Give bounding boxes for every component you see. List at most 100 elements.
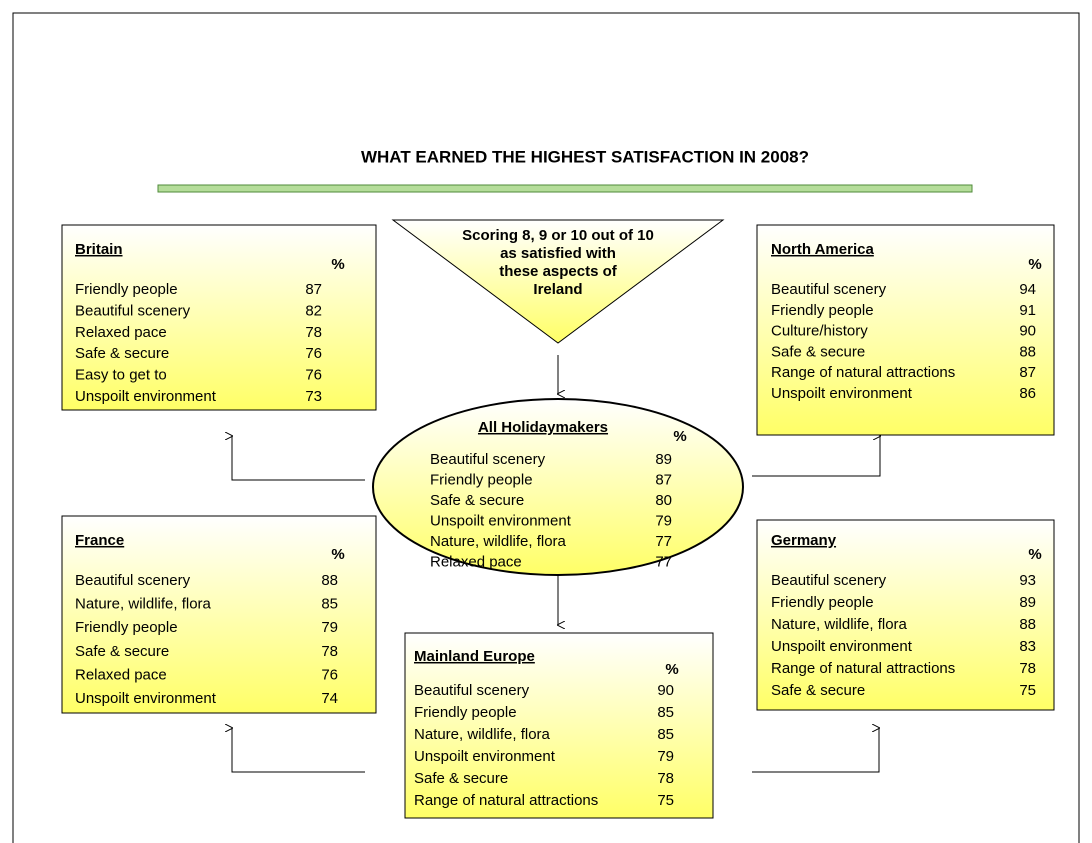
row-value: 76 xyxy=(305,345,322,362)
row-value: 85 xyxy=(657,704,674,721)
row-label: Relaxed pace xyxy=(75,324,167,341)
note-line: as satisfied with xyxy=(500,245,616,262)
row-label: Culture/history xyxy=(771,323,868,340)
row-value: 85 xyxy=(321,596,338,613)
row-value: 79 xyxy=(655,512,672,529)
row-label: Beautiful scenery xyxy=(75,572,191,589)
row-value: 88 xyxy=(321,572,338,589)
row-value: 73 xyxy=(305,388,322,405)
note-line: Scoring 8, 9 or 10 out of 10 xyxy=(462,227,654,244)
row-value: 77 xyxy=(655,553,672,570)
row-label: Range of natural attractions xyxy=(771,660,955,677)
row-label: Unspoilt environment xyxy=(75,388,217,405)
row-value: 79 xyxy=(657,748,674,765)
row-label: Range of natural attractions xyxy=(771,364,955,381)
title-bar xyxy=(157,184,973,193)
row-label: Safe & secure xyxy=(771,343,865,360)
row-value: 78 xyxy=(321,643,338,660)
note-triangle xyxy=(391,219,725,344)
row-value: 86 xyxy=(1019,385,1036,402)
row-value: 91 xyxy=(1019,302,1036,319)
row-value: 87 xyxy=(305,281,322,298)
row-label: Safe & secure xyxy=(414,770,508,787)
row-value: 77 xyxy=(655,533,672,550)
row-label: Relaxed pace xyxy=(75,666,167,683)
group-title: Germany xyxy=(771,532,837,549)
row-label: Safe & secure xyxy=(75,345,169,362)
row-value: 78 xyxy=(305,324,322,341)
title: WHAT EARNED THE HIGHEST SATISFACTION IN … xyxy=(361,147,809,166)
row-value: 76 xyxy=(305,367,322,384)
unit-label: % xyxy=(1028,546,1041,563)
row-label: Unspoilt environment xyxy=(771,638,913,655)
row-label: Friendly people xyxy=(430,471,533,488)
row-value: 80 xyxy=(655,492,672,509)
group-box xyxy=(61,224,377,411)
row-label: Friendly people xyxy=(414,704,517,721)
group-box xyxy=(404,632,714,819)
unit-label: % xyxy=(1028,256,1041,273)
group-title: All Holidaymakers xyxy=(478,419,608,436)
row-label: Unspoilt environment xyxy=(414,748,556,765)
unit-label: % xyxy=(331,546,344,563)
group-box xyxy=(756,519,1055,711)
row-label: Range of natural attractions xyxy=(414,792,598,809)
note-line: these aspects of xyxy=(499,263,618,280)
group-title: Mainland Europe xyxy=(414,648,535,665)
row-label: Nature, wildlife, flora xyxy=(430,533,567,550)
note-line: Ireland xyxy=(533,281,582,298)
row-value: 82 xyxy=(305,302,322,319)
row-value: 79 xyxy=(321,619,338,636)
row-value: 75 xyxy=(657,792,674,809)
row-label: Easy to get to xyxy=(75,367,167,384)
group-box xyxy=(61,515,377,714)
unit-label: % xyxy=(331,256,344,273)
row-label: Beautiful scenery xyxy=(771,572,887,589)
row-label: Friendly people xyxy=(771,302,874,319)
row-value: 88 xyxy=(1019,616,1036,633)
group-title: Britain xyxy=(75,241,123,258)
row-value: 85 xyxy=(657,726,674,743)
row-label: Nature, wildlife, flora xyxy=(75,596,212,613)
group-ellipse xyxy=(372,398,744,576)
row-label: Friendly people xyxy=(771,594,874,611)
row-value: 87 xyxy=(1019,364,1036,381)
group-box xyxy=(756,224,1055,436)
row-label: Beautiful scenery xyxy=(430,451,546,468)
row-label: Safe & secure xyxy=(771,682,865,699)
row-value: 89 xyxy=(1019,594,1036,611)
row-value: 78 xyxy=(657,770,674,787)
row-value: 75 xyxy=(1019,682,1036,699)
group-title: France xyxy=(75,532,124,549)
row-label: Friendly people xyxy=(75,281,178,298)
row-value: 88 xyxy=(1019,343,1036,360)
group-title: North America xyxy=(771,241,874,258)
row-label: Beautiful scenery xyxy=(771,281,887,298)
unit-label: % xyxy=(665,661,678,678)
connectors xyxy=(232,355,880,773)
row-value: 94 xyxy=(1019,281,1036,298)
row-label: Unspoilt environment xyxy=(75,690,217,707)
row-value: 76 xyxy=(321,666,338,683)
row-value: 83 xyxy=(1019,638,1036,655)
row-value: 78 xyxy=(1019,660,1036,677)
row-value: 93 xyxy=(1019,572,1036,589)
row-label: Safe & secure xyxy=(430,492,524,509)
row-label: Nature, wildlife, flora xyxy=(414,726,551,743)
row-label: Unspoilt environment xyxy=(771,385,913,402)
row-label: Friendly people xyxy=(75,619,178,636)
row-label: Beautiful scenery xyxy=(414,682,530,699)
unit-label: % xyxy=(673,428,686,445)
row-value: 89 xyxy=(655,451,672,468)
row-label: Beautiful scenery xyxy=(75,302,191,319)
row-label: Unspoilt environment xyxy=(430,512,572,529)
row-label: Nature, wildlife, flora xyxy=(771,616,908,633)
row-value: 90 xyxy=(1019,323,1036,340)
row-value: 87 xyxy=(655,471,672,488)
row-label: Relaxed pace xyxy=(430,553,522,570)
row-label: Safe & secure xyxy=(75,643,169,660)
row-value: 90 xyxy=(657,682,674,699)
row-value: 74 xyxy=(321,690,338,707)
frame xyxy=(12,12,1080,843)
